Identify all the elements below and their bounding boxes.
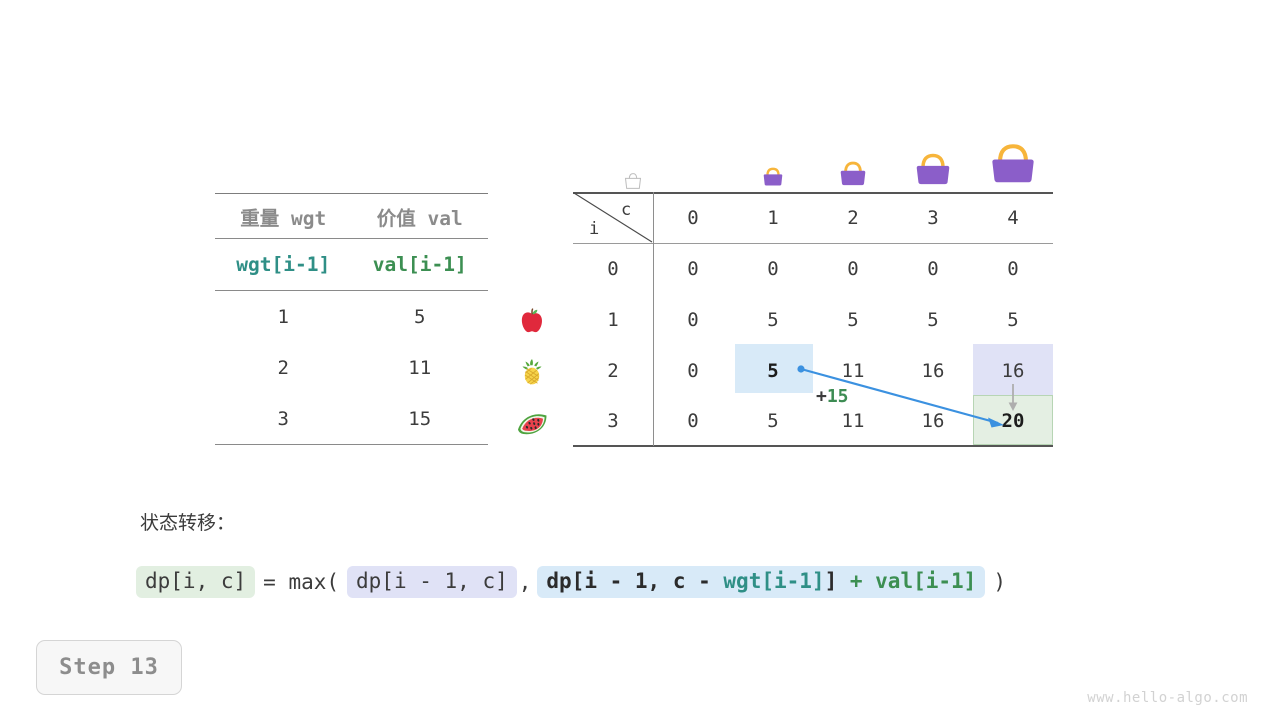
dp-corner-label-c: c <box>621 200 632 220</box>
items-table-rule-sub <box>215 290 488 291</box>
dp-corner-diagonal <box>573 192 653 243</box>
dp-cell-grid: 0 1 2 3 4 0 1 2 3 0 0 0 0 0 0 5 5 5 5 0 … <box>573 192 1053 446</box>
pineapple-icon <box>508 346 556 397</box>
items-table-rule-top <box>215 193 488 194</box>
dp-table-column-separator <box>653 192 655 446</box>
formula-operator: = max( <box>263 570 340 594</box>
item-val-1: 5 <box>414 305 426 328</box>
items-table-rule-mid <box>215 238 488 239</box>
formula-arg2-part-2: ] <box>824 569 850 593</box>
bag-icon-row <box>573 126 1053 190</box>
watermark: www.hello-algo.com <box>1087 690 1248 706</box>
item-val-3: 15 <box>408 407 432 430</box>
annotation-plus-value: +15 <box>816 386 849 407</box>
dp-col-header-1: 1 <box>767 206 779 229</box>
transition-formula: dp[i, c] = max( dp[i - 1, c] , dp[i - 1,… <box>136 560 1006 604</box>
formula-arg2-plus: + <box>849 569 876 593</box>
items-header-val: 价值 val <box>376 206 463 230</box>
annotation-number: 15 <box>826 386 849 407</box>
dp-table-rule-top <box>573 192 1053 194</box>
item-wgt-1: 1 <box>277 305 289 328</box>
formula-comma: , <box>518 570 532 594</box>
bag-icon-3 <box>893 150 973 190</box>
dp-table-rule-header <box>573 243 1053 244</box>
formula-lhs: dp[i, c] <box>136 566 256 598</box>
dp-cell-1-4: 5 <box>1007 308 1019 331</box>
items-table-row: 2 11 <box>215 342 488 393</box>
items-table-row: 3 15 <box>215 393 488 444</box>
dp-cell-1-3: 5 <box>927 308 939 331</box>
dp-col-header-2: 2 <box>847 206 859 229</box>
formula-arg2-part-0: dp[i - 1, c - <box>546 569 724 593</box>
items-table-header-row: 重量 wgt 价值 val <box>215 194 488 238</box>
dp-cell-3-1: 5 <box>767 409 779 432</box>
items-header-wgt: 重量 wgt <box>240 206 327 230</box>
items-subheader-val: val[i-1] <box>372 253 467 276</box>
items-table-rule-bottom <box>215 444 488 445</box>
annotation-sign: + <box>816 386 827 407</box>
dp-col-header-3: 3 <box>927 206 939 229</box>
dp-cell-1-0: 0 <box>687 308 699 331</box>
dp-col-header-0: 0 <box>687 206 699 229</box>
dp-table: c i 0 1 2 3 4 0 1 2 3 0 0 0 0 0 0 5 5 5 … <box>573 192 1053 447</box>
formula-arg2-val: val[i-1] <box>875 569 977 593</box>
transition-label: 状态转移： <box>140 512 236 534</box>
dp-cell-2-4: 16 <box>1001 359 1025 382</box>
dp-table-rule-bottom <box>573 445 1053 447</box>
formula-arg2: dp[i - 1, c - wgt[i-1]] + val[i-1] <box>537 566 986 598</box>
items-table-subheader-row: wgt[i-1] val[i-1] <box>215 239 488 290</box>
items-table: 重量 wgt 价值 val wgt[i-1] val[i-1] 1 5 2 11… <box>215 193 488 445</box>
down-arrow-icon <box>1008 384 1018 411</box>
dp-cell-1-1: 5 <box>767 308 779 331</box>
dp-cell-2-3: 16 <box>921 359 945 382</box>
apple-icon <box>508 295 556 346</box>
formula-arg1: dp[i - 1, c] <box>347 566 517 598</box>
items-subheader-wgt: wgt[i-1] <box>236 253 331 276</box>
dp-row-header-1: 1 <box>607 308 619 331</box>
item-val-2: 11 <box>408 356 432 379</box>
dp-cell-2-0: 0 <box>687 359 699 382</box>
dp-row-header-0: 0 <box>607 257 619 280</box>
formula-close-paren: ) <box>993 570 1006 594</box>
bag-icon-4 <box>973 140 1053 190</box>
formula-arg2-wgt: wgt[i-1] <box>723 569 825 593</box>
watermelon-icon <box>508 397 556 448</box>
bag-icon-2 <box>813 158 893 190</box>
dp-cell-0-4: 0 <box>1007 257 1019 280</box>
item-wgt-3: 3 <box>277 407 289 430</box>
dp-cell-2-1: 5 <box>767 359 779 382</box>
dp-cell-3-4: 20 <box>1001 409 1025 432</box>
dp-cell-0-3: 0 <box>927 257 939 280</box>
item-wgt-2: 2 <box>277 356 289 379</box>
step-badge: Step 13 <box>36 640 182 695</box>
dp-col-header-4: 4 <box>1007 206 1019 229</box>
dp-cell-0-1: 0 <box>767 257 779 280</box>
dp-cell-3-0: 0 <box>687 409 699 432</box>
dp-cell-1-2: 5 <box>847 308 859 331</box>
dp-cell-0-0: 0 <box>687 257 699 280</box>
fruit-icon-column <box>508 295 556 448</box>
dp-row-header-2: 2 <box>607 359 619 382</box>
items-table-row: 1 5 <box>215 291 488 342</box>
dp-corner-label-i: i <box>589 219 600 239</box>
dp-row-header-3: 3 <box>607 409 619 432</box>
dp-cell-0-2: 0 <box>847 257 859 280</box>
dp-cell-3-3: 16 <box>921 409 945 432</box>
bag-icon-empty <box>593 170 673 190</box>
bag-icon-1 <box>733 164 813 190</box>
